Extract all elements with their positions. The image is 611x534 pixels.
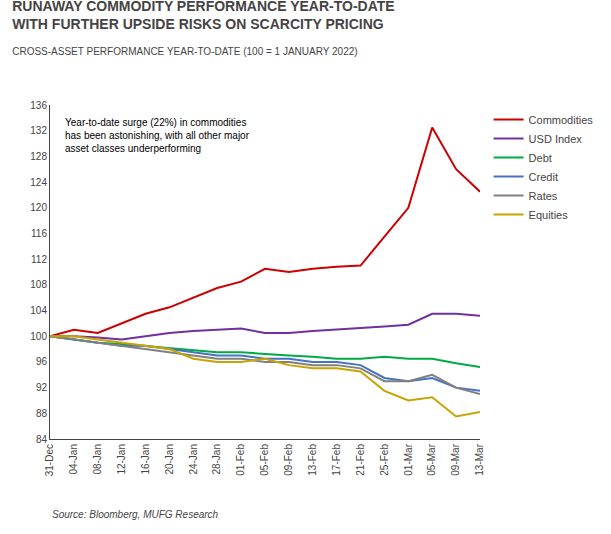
svg-text:25-Feb: 25-Feb: [379, 444, 390, 476]
svg-text:Equities: Equities: [529, 209, 569, 221]
svg-text:84: 84: [36, 434, 48, 445]
svg-text:132: 132: [30, 125, 47, 136]
svg-text:128: 128: [30, 151, 47, 162]
svg-text:24-Jan: 24-Jan: [188, 444, 199, 475]
svg-text:Year-to-date surge (22%) in co: Year-to-date surge (22%) in commoditiesh…: [65, 117, 250, 154]
svg-text:CROSS-ASSET PERFORMANCE YEAR-T: CROSS-ASSET PERFORMANCE YEAR-TO-DATE (10…: [12, 46, 357, 57]
svg-text:09-Feb: 09-Feb: [283, 444, 294, 476]
svg-text:17-Feb: 17-Feb: [331, 444, 342, 476]
svg-text:09-Mar: 09-Mar: [450, 443, 461, 475]
svg-text:12-Jan: 12-Jan: [116, 444, 127, 475]
svg-text:136: 136: [30, 100, 47, 111]
svg-text:Credit: Credit: [529, 171, 558, 183]
svg-text:21-Feb: 21-Feb: [355, 444, 366, 476]
svg-text:04-Jan: 04-Jan: [68, 444, 79, 475]
svg-text:01-Feb: 01-Feb: [235, 444, 246, 476]
svg-text:100: 100: [30, 331, 47, 342]
svg-text:124: 124: [30, 177, 47, 188]
svg-text:05-Mar: 05-Mar: [426, 443, 437, 475]
svg-text:112: 112: [31, 254, 47, 265]
svg-text:Debt: Debt: [529, 152, 552, 164]
svg-text:RUNAWAY COMMODITY PERFORMANCE: RUNAWAY COMMODITY PERFORMANCE YEAR-TO-DA…: [12, 0, 394, 32]
svg-text:116: 116: [31, 228, 47, 239]
svg-text:16-Jan: 16-Jan: [140, 444, 151, 475]
svg-text:28-Jan: 28-Jan: [211, 444, 222, 475]
svg-text:92: 92: [36, 382, 48, 393]
svg-text:Rates: Rates: [529, 190, 558, 202]
svg-text:13-Feb: 13-Feb: [307, 444, 318, 476]
svg-text:Commodities: Commodities: [529, 114, 594, 126]
svg-text:108: 108: [30, 279, 47, 290]
svg-text:13-Mar: 13-Mar: [474, 443, 485, 475]
svg-text:104: 104: [30, 305, 47, 316]
svg-text:USD Index: USD Index: [529, 133, 583, 145]
svg-text:88: 88: [36, 408, 48, 419]
svg-text:01-Mar: 01-Mar: [403, 443, 414, 475]
svg-text:05-Feb: 05-Feb: [259, 444, 270, 476]
svg-text:31-Dec: 31-Dec: [44, 444, 55, 476]
svg-text:120: 120: [30, 202, 47, 213]
svg-text:08-Jan: 08-Jan: [92, 444, 103, 475]
svg-text:96: 96: [36, 356, 48, 367]
svg-text:Source: Bloomberg, MUFG Resear: Source: Bloomberg, MUFG Research: [52, 509, 219, 520]
svg-text:20-Jan: 20-Jan: [164, 444, 175, 475]
